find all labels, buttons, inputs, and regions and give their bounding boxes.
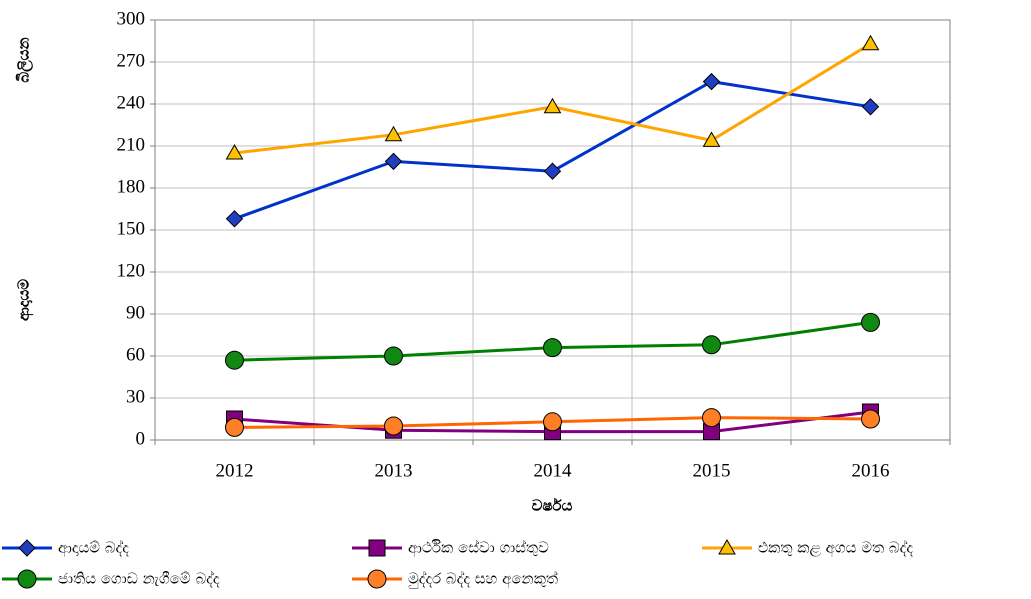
marker-triangle	[225, 143, 244, 160]
marker-square	[368, 539, 386, 557]
marker-circle	[367, 569, 387, 589]
marker-circle	[861, 409, 880, 429]
legend-label: මුද්දර බද්ද සහ අනෙකුත්	[408, 569, 558, 588]
y-tick-label: 210	[117, 134, 146, 155]
marker-circle	[543, 412, 562, 432]
y-tick-label: 60	[126, 344, 145, 365]
x-tick-label: 2015	[693, 460, 731, 481]
marker-diamond	[861, 98, 880, 116]
marker-diamond	[18, 539, 36, 557]
y-tick-label: 90	[126, 302, 145, 323]
marker-circle	[17, 569, 37, 589]
marker-triangle	[543, 97, 562, 114]
y-axis-label: ආදායම	[15, 279, 34, 321]
marker-circle	[384, 416, 403, 436]
x-tick-label: 2014	[534, 460, 573, 481]
legend-label: එකතු කළ අගය මත බද්ද	[758, 538, 913, 557]
marker-triangle	[384, 125, 403, 142]
x-tick-label: 2013	[375, 460, 413, 481]
marker-circle	[702, 335, 721, 355]
y-tick-label: 270	[117, 50, 146, 71]
marker-triangle	[861, 34, 880, 51]
marker-triangle	[702, 131, 721, 147]
y-tick-label: 120	[117, 260, 146, 281]
y-tick-label: 240	[117, 92, 146, 113]
marker-diamond	[225, 210, 244, 228]
x-axis-label: වර්ෂය	[532, 497, 573, 515]
marker-circle	[384, 346, 403, 366]
y-tick-label: 300	[117, 8, 146, 29]
y-tick-label: 150	[117, 218, 146, 239]
marker-circle	[543, 338, 562, 358]
marker-diamond	[384, 152, 403, 171]
y-tick-label: 30	[126, 386, 145, 407]
legend-label: ආර්ථික සේවා ගාස්තුව	[408, 538, 549, 557]
x-tick-label: 2016	[852, 460, 890, 481]
y-tick-label: 0	[136, 428, 146, 449]
y-axis-unit: බිලියන	[15, 37, 34, 82]
x-tick-label: 2012	[216, 460, 254, 481]
marker-diamond	[702, 72, 721, 91]
legend-label: ආදායම් බද්ද	[58, 538, 129, 557]
marker-circle	[225, 417, 244, 437]
marker-circle	[861, 312, 880, 332]
marker-diamond	[543, 162, 562, 180]
marker-circle	[702, 408, 721, 428]
y-tick-label: 180	[117, 176, 146, 197]
marker-triangle	[718, 538, 736, 555]
marker-circle	[225, 350, 244, 370]
legend-label: ජාතිය ගොඩ නැගීමේ බද්ද	[58, 569, 220, 587]
